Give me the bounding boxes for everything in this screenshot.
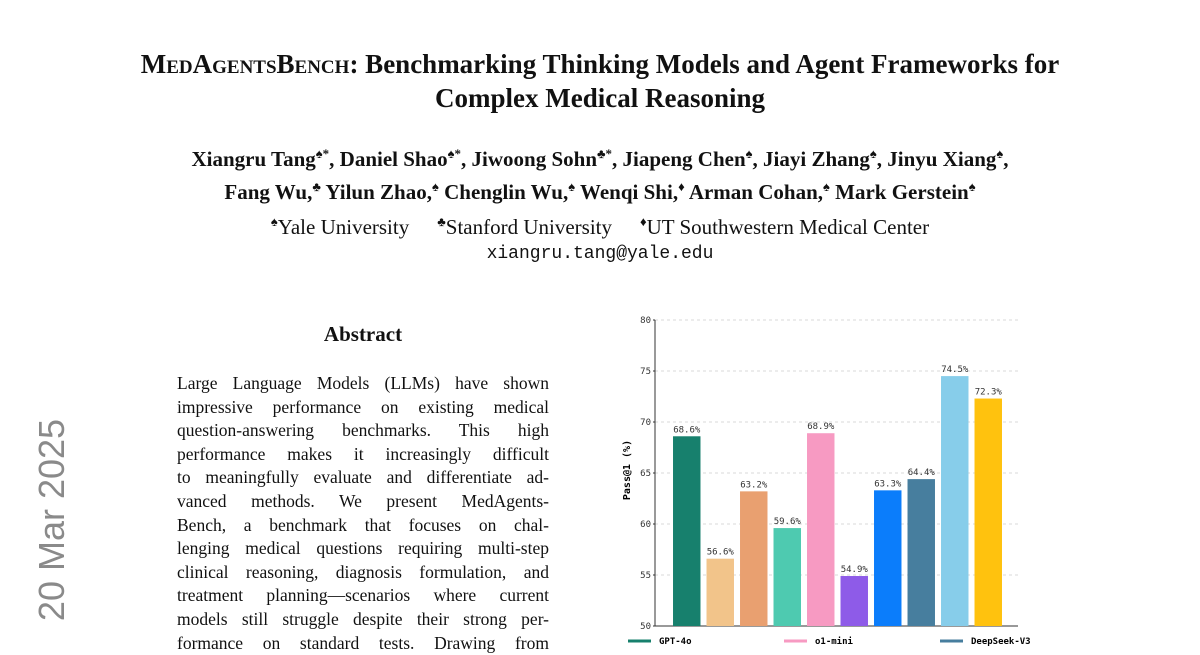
affiliation: ♣Stanford University (437, 214, 612, 239)
y-axis-label: Pass@1 (%) (622, 440, 633, 500)
abstract-line: models still struggle despite their stro… (177, 608, 549, 629)
bar (907, 479, 935, 626)
abstract-line: formance on standard tests. Drawing from (177, 632, 549, 653)
affiliation-mark: ♦ (640, 214, 647, 229)
paper-title: MedAgentsBench: Benchmarking Thinking Mo… (100, 47, 1100, 115)
author-line: Xiangru Tang♠*, Daniel Shao♠*, Jiwoong S… (0, 146, 1200, 172)
author-name: Arman Cohan, (688, 180, 823, 204)
legend-label: GPT-4o (659, 637, 692, 647)
bar (807, 433, 835, 626)
abstract-text: Large Language Models (LLMs) have shown i… (177, 372, 549, 655)
abstract-line: clinical reasoning, diagnosis formulatio… (177, 561, 549, 582)
author-marks: ♠* (447, 146, 462, 161)
legend-label: o1-mini (815, 636, 854, 647)
value-label: 63.2% (740, 480, 768, 490)
value-label: 72.3% (975, 388, 1003, 398)
affiliation-name: UT Southwestern Medical Center (646, 215, 930, 239)
author-marks: ♠ (431, 179, 439, 194)
email: xiangru.tang@yale.edu (486, 244, 714, 264)
bar (974, 398, 1002, 626)
y-tick-label: 70 (640, 418, 651, 428)
affiliations: ♠Yale University ♣Stanford University ♦UT … (0, 214, 1200, 240)
abstract-line: treatment planning—scenarios where curre… (177, 585, 549, 606)
author-marks: ♠ (869, 146, 877, 161)
author-sep: , (752, 147, 758, 171)
author-name: Jiwoong Sohn (471, 147, 597, 171)
author-marks: ♠ (823, 179, 830, 194)
affiliation: ♠Yale University (270, 214, 410, 239)
title-rest: : Benchmarking Thinking Models and Agent… (349, 49, 1060, 113)
value-label: 68.9% (807, 422, 835, 432)
value-label: 74.5% (941, 365, 969, 375)
title-name: MedAgentsBench (140, 49, 350, 79)
bar (673, 436, 701, 626)
value-label: 64.4% (908, 468, 936, 478)
value-label: 56.6% (707, 548, 735, 558)
y-tick-label: 50 (640, 622, 651, 632)
author-marks: ♠ (968, 179, 976, 194)
affiliation: ♦UT Southwestern Medical Center (640, 214, 930, 239)
abstract-line: Bench, a benchmark that focuses on chal- (177, 514, 549, 535)
value-label: 68.6% (673, 425, 701, 435)
abstract-line: question-answering benchmarks. This high (177, 420, 549, 441)
value-label: 59.6% (774, 517, 802, 527)
author-marks: ♦ (678, 179, 685, 194)
y-tick-label: 80 (640, 316, 651, 326)
abstract-line: lenging medical questions requiring mult… (177, 538, 549, 559)
abstract-heading: Abstract (323, 322, 403, 346)
y-tick-label: 60 (640, 520, 651, 530)
abstract-line: performance makes it increasingly diffic… (177, 443, 549, 464)
affiliation-name: Yale University (277, 215, 410, 239)
author-sep: , (1003, 147, 1009, 171)
bar (840, 576, 868, 626)
abstract-line: Large Language Models (LLMs) have shown (177, 373, 549, 393)
author-marks: ♣ (312, 179, 321, 194)
value-label: 63.3% (874, 479, 902, 489)
affiliation-name: Stanford University (445, 215, 612, 239)
author-name: Xiangru Tang (191, 147, 316, 171)
author-marks: ♠* (315, 146, 330, 161)
legend-label: DeepSeek-V3 (971, 637, 1031, 647)
bar (941, 376, 969, 626)
author-name: Jinyu Xiang (887, 147, 997, 171)
bar (706, 558, 734, 626)
bar (740, 491, 768, 626)
abstract-line: impressive performance on existing medic… (177, 396, 549, 417)
author-marks: ♠ (568, 179, 576, 194)
bar (773, 528, 801, 626)
author-name: Wenqi Shi, (580, 180, 679, 204)
abstract-line: to meaningfully evaluate and differentia… (177, 467, 549, 488)
author-name: Yilun Zhao, (325, 180, 432, 204)
author-name: Chenglin Wu, (444, 180, 569, 204)
affiliation-mark: ♣ (437, 214, 446, 229)
y-tick-label: 75 (640, 367, 651, 377)
author-marks: ♠ (996, 146, 1004, 161)
author-sep: , (612, 147, 618, 171)
author-name: Jiayi Zhang (763, 147, 870, 171)
author-name: Jiapeng Chen (622, 147, 746, 171)
affiliation-mark: ♠ (270, 214, 278, 229)
author-sep: , (329, 147, 335, 171)
y-tick-label: 55 (640, 571, 651, 581)
chart: 50 55 60 65 70 75 80 Pass@1 (%) 68.6% GPT-4o 56.6%… (622, 316, 1031, 647)
author-marks: ♣* (597, 146, 613, 161)
author-line: Fang Wu,♣ Yilun Zhao,♠ Chenglin Wu,♠ Wen… (0, 179, 1200, 205)
arxiv-stamp: 20 Mar 2025 (31, 418, 72, 622)
author-name: Mark Gerstein (835, 180, 969, 204)
value-label: 54.9% (841, 565, 869, 575)
author-marks: ♠ (745, 146, 753, 161)
author-sep: , (876, 147, 882, 171)
author-name: Daniel Shao (339, 147, 448, 171)
abstract-line: vanced methods. We present MedAgents- (177, 490, 549, 511)
author-sep: , (461, 147, 467, 171)
author-name: Fang Wu, (224, 180, 313, 204)
bar (874, 490, 902, 626)
y-tick-label: 65 (640, 469, 651, 479)
